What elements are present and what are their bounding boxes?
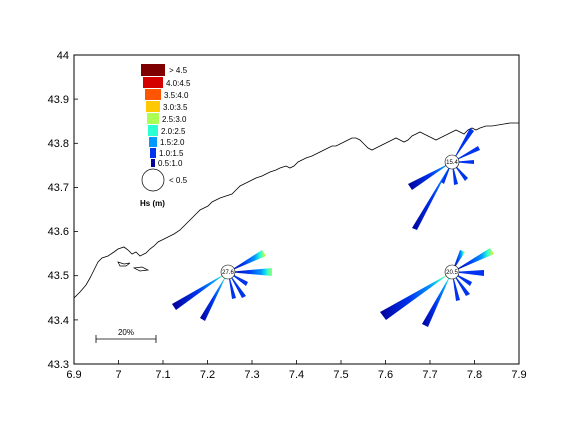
rose2-petal-e [228,268,272,276]
x-tick-label: 7.7 [422,369,437,381]
legend-swatch-5 [147,113,159,124]
rose3-petal-e [452,270,484,276]
rose3-petal-ssw [422,272,452,327]
legend-label-5: 2.5:3.0 [162,115,187,124]
x-tick-label: 7.9 [511,369,526,381]
scale-bar: 20% [95,328,157,343]
rose1-calm-label: 15.4 [446,160,458,166]
legend: > 4.5 4.0:4.5 3.5:4.0 3.0:3.5 2.5:3.0 2.… [140,64,191,208]
legend-label-2: 4.0:4.5 [166,79,191,88]
rose2-petal-sw [172,272,228,310]
plot-frame [73,54,520,365]
legend-swatch-2 [143,77,163,88]
x-tick-label: 7.8 [467,369,482,381]
wave-rose-3: 20.5 [380,248,494,327]
rose3-petal-sse [452,272,460,301]
y-tick-label: 43.7 [48,182,69,194]
legend-swatch-9 [151,159,155,167]
x-tick-label: 7 [115,369,121,381]
legend-swatch-8 [150,148,156,158]
island-2 [132,266,150,272]
rose3-calm-label: 20.5 [446,270,458,276]
x-tick-label: 7.2 [200,369,215,381]
scale-bar-label: 20% [118,328,134,337]
rose1-petal-nne [452,128,474,162]
legend-title: Hs (m) [140,199,165,208]
legend-swatch-3 [145,89,161,100]
y-tick-label: 43.3 [48,359,69,371]
legend-calm-label: < 0.5 [169,176,188,185]
rose1-petal-ene [452,146,480,162]
legend-label-8: 1.0:1.5 [159,149,184,158]
rose1-calm-circle [444,154,460,170]
island-1 [117,261,131,267]
legend-label-1: > 4.5 [169,66,188,75]
legend-label-7: 1.5:2.0 [160,138,185,147]
legend-label-4: 3.0:3.5 [163,103,188,112]
rose3-petal-ne [452,248,494,272]
legend-label-6: 2.0:2.5 [161,127,186,136]
rose3-petal-sw [380,272,452,320]
rose1-petal-wsw [408,162,452,190]
x-tick-label: 7.6 [378,369,393,381]
rose2-petal-ne [228,250,266,272]
y-tick-label: 43.4 [48,315,69,327]
legend-calm-circle [141,168,165,192]
rose3-petal-se [452,272,470,296]
y-axis: 44 43.9 43.8 43.7 43.6 43.5 43.4 43.3 [48,50,69,371]
x-tick-label: 7.1 [155,369,170,381]
axis-tick-marks [73,54,520,365]
legend-swatch-6 [148,125,158,136]
legend-swatch-4 [146,101,160,112]
rose2-petal-se [228,272,246,298]
y-tick-label: 43.8 [48,138,69,150]
y-tick-label: 43.9 [48,94,69,106]
legend-label-9: 0.5:1.0 [158,159,183,168]
rose3-calm-circle [444,264,460,280]
x-tick-label: 7.5 [333,369,348,381]
x-axis: 6.9 7 7.1 7.2 7.3 7.4 7.5 7.6 7.7 7.8 7.… [66,369,526,381]
rose2-calm-circle [220,264,236,280]
legend-swatch-1 [141,64,165,76]
wave-rose-2: 27.6 [172,250,272,321]
rose2-calm-label: 27.6 [222,270,234,276]
x-tick-label: 7.4 [289,369,304,381]
y-tick-label: 43.5 [48,270,69,282]
x-tick-label: 6.9 [66,369,81,381]
rose2-petal-ssw [200,272,228,321]
rose1-petal-e [452,160,474,164]
legend-swatch-7 [149,137,157,147]
legend-label-3: 3.5:4.0 [164,91,189,100]
y-tick-label: 43.6 [48,226,69,238]
rose1-petal-ssw [412,162,452,230]
x-tick-label: 7.3 [244,369,259,381]
coastline [73,122,519,299]
wave-rose-1: 15.4 [408,128,480,230]
y-tick-label: 44 [57,50,69,62]
